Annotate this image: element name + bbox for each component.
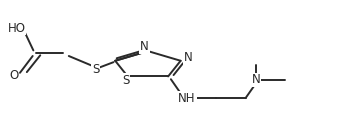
Text: N: N (251, 73, 260, 86)
Text: N: N (140, 40, 149, 53)
Text: S: S (92, 63, 99, 76)
Text: HO: HO (8, 22, 25, 34)
Text: NH: NH (178, 92, 196, 105)
Text: N: N (184, 52, 193, 65)
Text: O: O (9, 69, 18, 82)
Text: S: S (122, 74, 130, 87)
